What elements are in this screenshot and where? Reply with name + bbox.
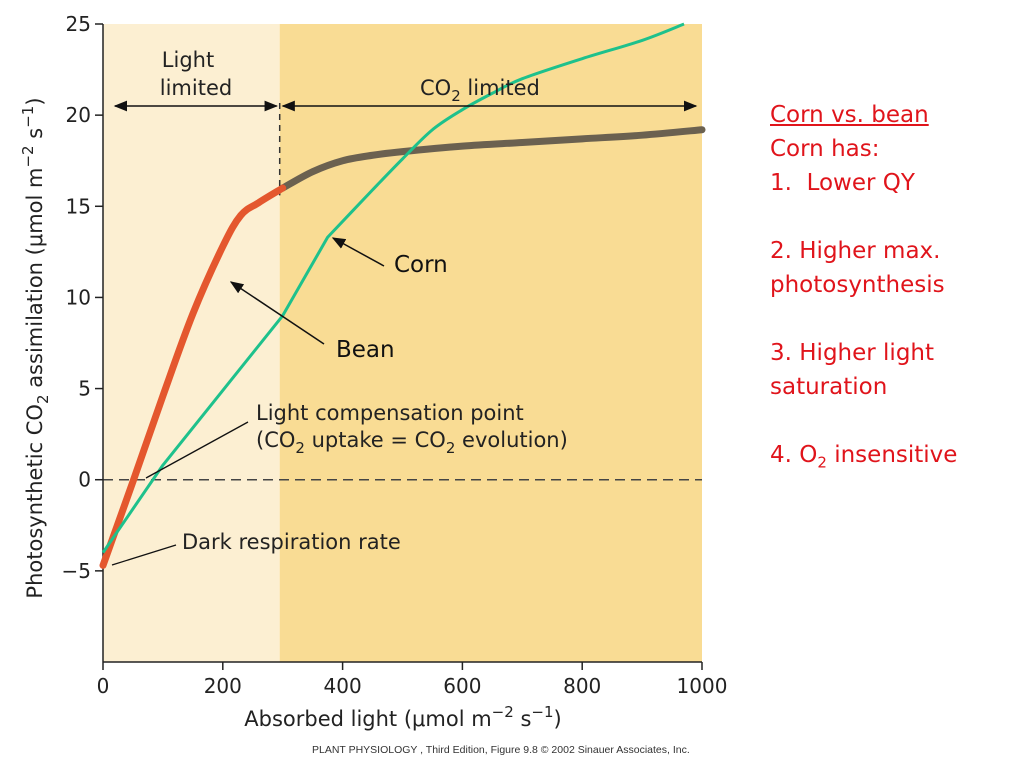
y-ticks: 25 20 15 10 5 0 −5 <box>62 12 103 583</box>
bean-label: Bean <box>336 337 395 363</box>
light-compensation-label-line1: Light compensation point <box>256 401 524 425</box>
light-compensation-leader <box>145 421 249 479</box>
corn-label: Corn <box>394 252 448 278</box>
y-tick-label: 5 <box>78 377 91 401</box>
y-tick-label: 0 <box>78 468 91 492</box>
series-bean-saturated-line <box>279 126 706 192</box>
light-compensation-label-line2: (CO2 uptake = CO2 evolution) <box>256 428 568 457</box>
x-tick-label: 400 <box>324 674 362 698</box>
y-tick-label: 10 <box>66 285 91 309</box>
notes-item-1: 1. Lower QY <box>770 170 915 196</box>
notes-intro: Corn has: <box>770 136 880 162</box>
series-bean-line <box>99 184 287 569</box>
light-limited-region <box>103 24 280 662</box>
dark-respiration-leader <box>111 544 177 566</box>
notes-item-2a: 2. Higher max. <box>770 238 941 264</box>
x-tick-label: 600 <box>443 674 481 698</box>
bean-pointer-arrow <box>229 281 325 345</box>
corn-pointer-arrow <box>331 237 385 267</box>
notes-item-3a: 3. Higher light <box>770 340 935 366</box>
notes-item-3b: saturation <box>770 374 888 400</box>
light-limited-label-line2: limited <box>160 76 232 100</box>
notes-item-4: 4. O2 insensitive <box>770 442 958 472</box>
y-tick-label: 25 <box>66 12 91 36</box>
y-axis-title: Photosynthetic CO2 assimilation (μmol m−… <box>19 97 52 598</box>
x-tick-label: 0 <box>97 674 110 698</box>
light-limited-label-line1: Light <box>162 48 214 72</box>
x-axis-title: Absorbed light (μmol m−2 s−1) <box>244 703 562 731</box>
dark-respiration-label: Dark respiration rate <box>182 530 401 554</box>
notes-panel: Corn vs. bean Corn has: 1. Lower QY 2. H… <box>770 98 1020 472</box>
x-ticks: 0 200 400 600 800 1000 <box>97 662 728 698</box>
notes-title: Corn vs. bean <box>770 102 929 128</box>
figure-credit: PLANT PHYSIOLOGY , Third Edition, Figure… <box>312 744 690 756</box>
x-tick-label: 1000 <box>677 674 728 698</box>
x-tick-label: 800 <box>563 674 601 698</box>
x-tick-label: 200 <box>204 674 242 698</box>
notes-item-2b: photosynthesis <box>770 272 945 298</box>
co2-limited-label: CO2 limited <box>420 76 540 105</box>
y-tick-label: −5 <box>62 559 91 583</box>
y-tick-label: 15 <box>66 194 91 218</box>
y-tick-label: 20 <box>66 103 91 127</box>
co2-limited-region <box>279 24 702 662</box>
photosynthesis-chart: 25 20 15 10 5 0 −5 0 200 400 600 800 1000 Light lim… <box>19 12 728 756</box>
